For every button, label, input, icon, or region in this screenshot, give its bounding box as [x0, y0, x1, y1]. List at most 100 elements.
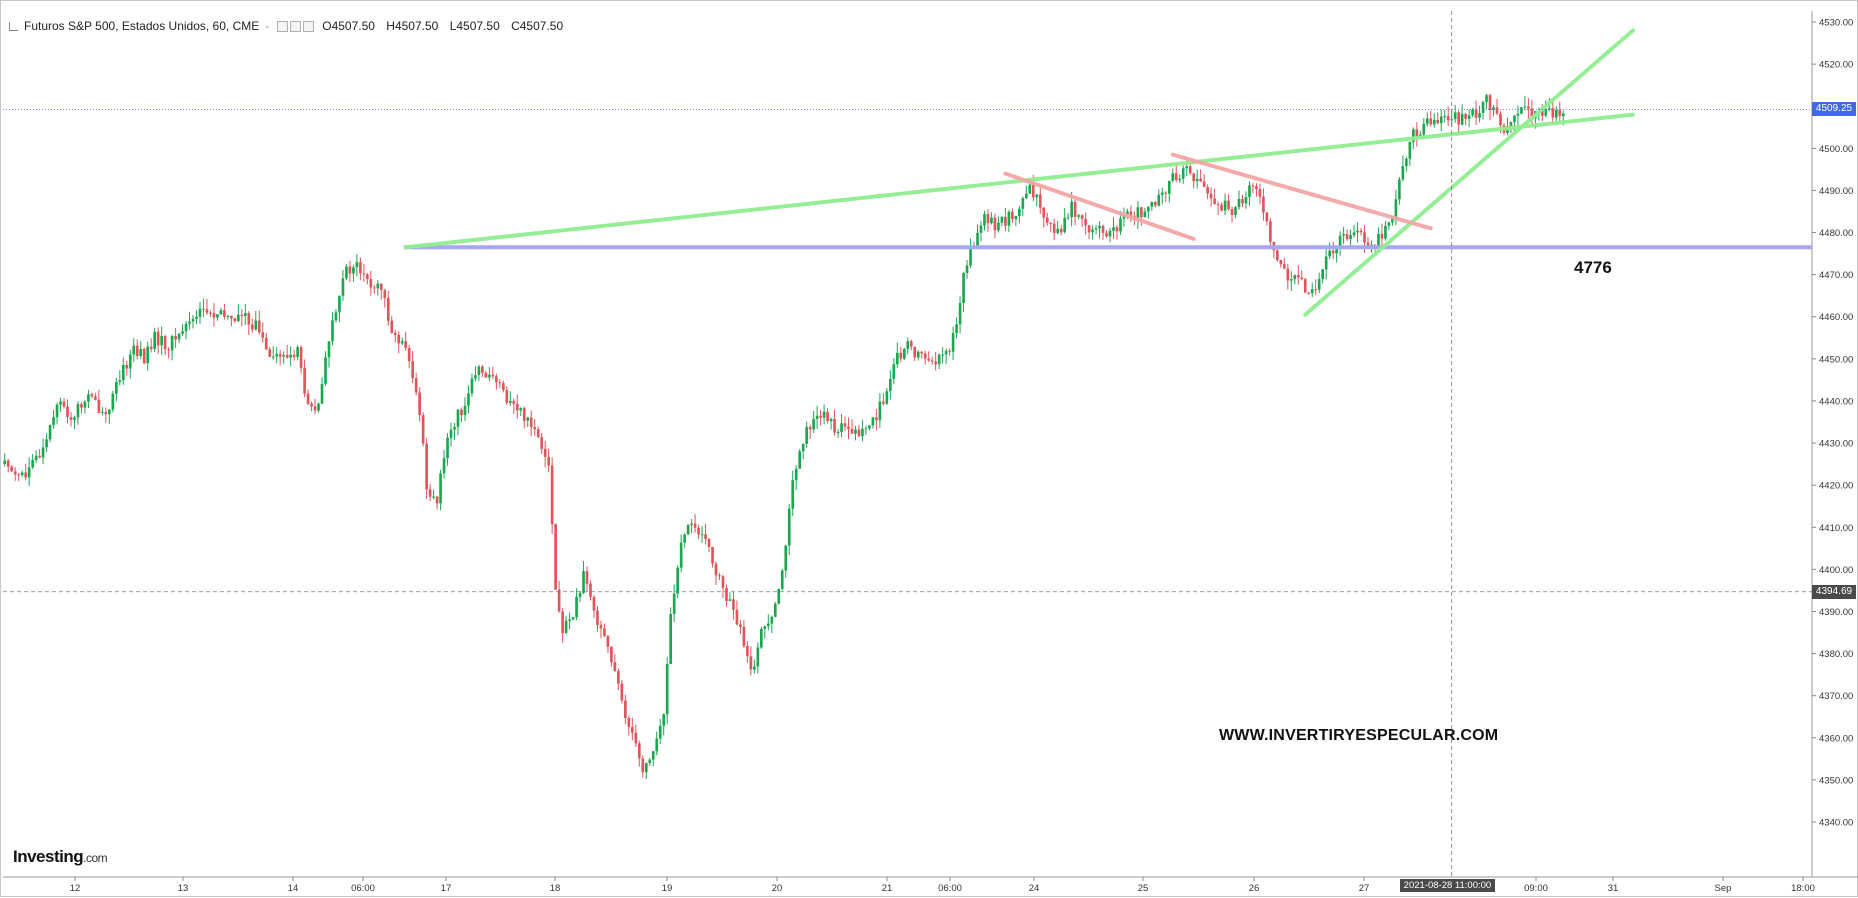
candle-down	[303, 367, 306, 394]
candle-down	[808, 427, 812, 430]
candle-down	[104, 411, 108, 415]
candle-up	[648, 759, 652, 764]
candle-up	[1342, 234, 1345, 236]
candle-up	[76, 404, 80, 418]
candle-down	[495, 376, 498, 383]
y-tick-label: 4470.00	[1819, 270, 1853, 281]
candle-down	[460, 409, 463, 416]
candle-down	[421, 415, 425, 444]
candle-down	[233, 318, 237, 322]
y-tick-label: 4400.00	[1819, 565, 1853, 576]
candle-up	[1516, 113, 1520, 116]
settings-button[interactable]	[277, 20, 289, 32]
annotation-4776: 4776	[1574, 258, 1612, 277]
candle-down	[240, 314, 244, 316]
candle-down	[62, 401, 66, 407]
ohlc-low: L4507.50	[449, 19, 500, 33]
candle-up	[1248, 185, 1251, 198]
candle-up	[1143, 211, 1147, 218]
candle-down	[1202, 181, 1206, 187]
candle-up	[1237, 199, 1241, 208]
x-tick-label: 06:00	[938, 883, 962, 894]
collapse-toggle[interactable]: -	[265, 19, 270, 33]
candle-up	[146, 346, 150, 364]
green-trendline	[403, 112, 1635, 250]
candle-up	[181, 331, 184, 334]
candle-up	[1509, 121, 1513, 126]
candle-down	[826, 411, 829, 422]
candle-up	[1070, 201, 1073, 218]
x-tick-label: 17	[441, 883, 452, 894]
red-trendline	[1170, 152, 1433, 231]
candle-up	[871, 417, 875, 426]
candle-up	[1028, 184, 1032, 194]
y-tick-label: 4340.00	[1819, 818, 1853, 829]
candle-up	[1422, 123, 1426, 135]
candle-up	[338, 295, 341, 313]
x-tick-label: 31	[1608, 883, 1619, 894]
candle-up	[488, 374, 491, 378]
candle-down	[250, 324, 254, 330]
candle-up	[861, 428, 864, 437]
candle-down	[205, 309, 209, 313]
candle-down	[397, 334, 401, 344]
candle-down	[24, 472, 27, 478]
candle-down	[613, 662, 617, 671]
candle-down	[1307, 292, 1311, 294]
candle-down	[167, 349, 170, 351]
candle-up	[1412, 129, 1415, 142]
candle-up	[1223, 200, 1227, 211]
candle-down	[1265, 212, 1269, 222]
candle-down	[592, 596, 596, 611]
candle-up	[254, 320, 258, 330]
candle-down	[149, 346, 153, 349]
candle-down	[843, 423, 847, 427]
candle-up	[1056, 228, 1060, 233]
candle-down	[746, 646, 749, 657]
candle-up	[791, 480, 795, 509]
x-tick-label: 26	[1249, 883, 1260, 894]
candle-down	[1206, 186, 1209, 194]
candle-up	[345, 266, 348, 279]
candle-up	[331, 320, 334, 342]
candle-down	[404, 341, 408, 349]
x-tick-label: 18	[550, 883, 561, 894]
menu-icon[interactable]	[9, 21, 18, 31]
visibility-button[interactable]	[290, 20, 302, 32]
candle-down	[833, 418, 836, 433]
candle-down	[550, 465, 554, 525]
ohlc-readout: O4507.50 H4507.50 L4507.50 C4507.50	[322, 19, 571, 33]
candle-up	[864, 428, 868, 430]
candle-down	[617, 670, 620, 684]
candle-up	[1467, 115, 1471, 119]
candle-down	[610, 646, 613, 663]
candle-down	[379, 283, 383, 291]
candle-up	[474, 375, 477, 379]
candle-up	[822, 411, 826, 418]
close-button[interactable]	[303, 20, 315, 32]
candle-down	[725, 587, 728, 601]
candle-up	[760, 628, 763, 648]
candle-down	[1269, 221, 1272, 242]
candle-up	[854, 429, 857, 434]
candle-up	[665, 663, 669, 715]
candle-down	[547, 456, 550, 466]
candle-up	[700, 534, 704, 536]
candle-down	[819, 415, 822, 418]
candle-up	[1408, 141, 1412, 159]
candle-down	[257, 320, 261, 333]
candle-up	[1108, 230, 1112, 237]
candle-up	[571, 617, 575, 620]
candle-up	[763, 626, 767, 629]
candle-up	[770, 616, 774, 624]
candle-up	[1171, 173, 1175, 181]
candle-down	[1345, 234, 1349, 240]
candle-down	[913, 346, 917, 358]
x-tick-label: 18:00	[1791, 883, 1815, 894]
candle-down	[1059, 228, 1063, 233]
candle-up	[52, 417, 55, 425]
candle-up	[829, 418, 833, 422]
candle-down	[372, 287, 376, 289]
candle-down	[383, 290, 387, 298]
